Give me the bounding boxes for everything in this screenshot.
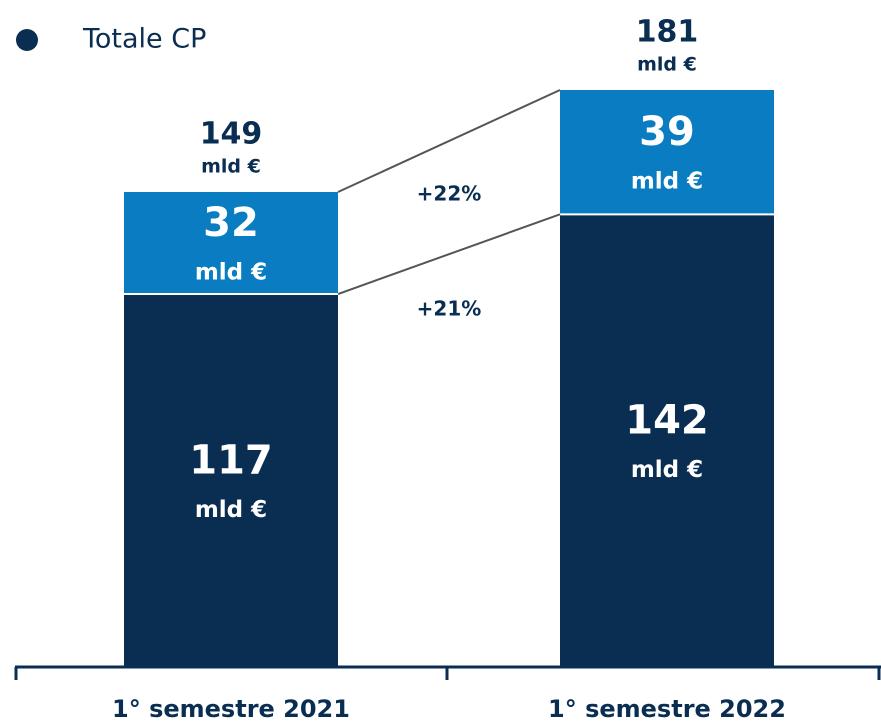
total-unit: mld € — [637, 54, 697, 76]
total-label: 149 — [200, 117, 263, 152]
connector-line — [337, 89, 561, 193]
legend-label: Totale CP — [82, 24, 206, 55]
value-label: 39 — [639, 109, 695, 155]
x-tick-label: 1° semestre 2022 — [548, 695, 786, 722]
bar-segment — [124, 192, 338, 295]
value-label: 142 — [625, 398, 709, 444]
total-label: 181 — [636, 15, 699, 50]
value-label: 32 — [203, 200, 259, 246]
bar-segment — [124, 294, 338, 667]
value-unit: mld € — [195, 260, 267, 286]
growth-annotation: +21% — [417, 297, 482, 321]
x-tick-label: 1° semestre 2021 — [112, 695, 350, 722]
value-unit: mld € — [195, 497, 267, 523]
value-label: 117 — [189, 438, 273, 484]
connector-line — [337, 213, 561, 295]
bar-segment — [560, 214, 774, 667]
growth-annotation: +22% — [417, 182, 482, 206]
value-unit: mld € — [631, 169, 703, 195]
value-unit: mld € — [631, 457, 703, 483]
legend-marker — [16, 29, 38, 51]
total-unit: mld € — [201, 156, 261, 178]
bar-segment — [560, 90, 774, 215]
